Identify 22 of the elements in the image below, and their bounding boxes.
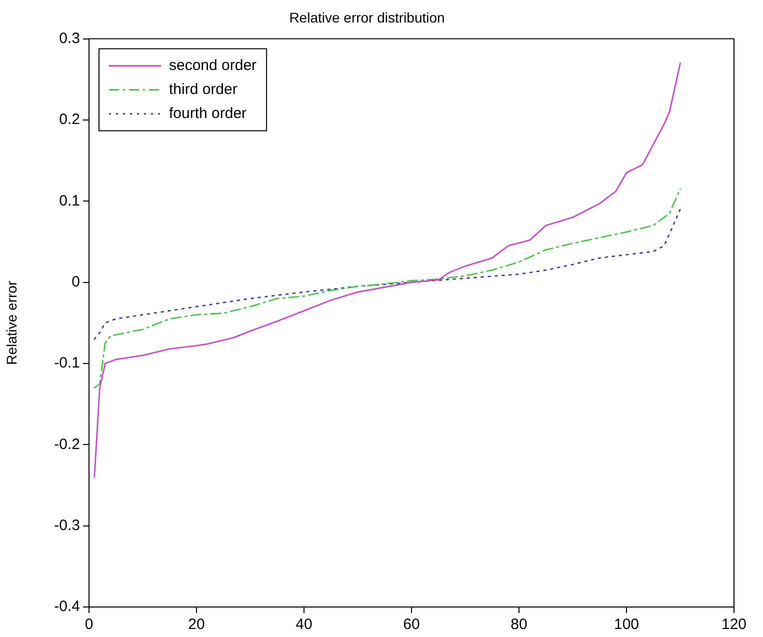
legend-label: third order	[169, 80, 238, 98]
y-tick-label: 0.3	[59, 30, 80, 47]
chart-title: Relative error distribution	[289, 9, 445, 26]
y-tick-label: 0.2	[59, 111, 80, 128]
x-tick-label: 60	[403, 616, 420, 634]
y-tick-label: -0.4	[54, 598, 80, 616]
y-tick-label: 0	[72, 273, 80, 290]
y-axis-title: Relative error	[3, 280, 20, 365]
x-tick-label: 100	[614, 616, 640, 634]
y-tick-label: -0.2	[54, 436, 80, 453]
line-series	[94, 208, 681, 340]
x-tick-label: 120	[721, 616, 747, 634]
x-tick-label: 0	[84, 616, 94, 634]
legend-label: fourth order	[169, 104, 247, 122]
x-tick-label: 40	[296, 616, 312, 634]
y-tick-label: -0.3	[54, 516, 80, 534]
line-series	[94, 188, 681, 388]
x-tick-label: 20	[188, 616, 205, 634]
y-tick-label: 0.1	[59, 192, 80, 210]
legend-label: second order	[169, 56, 257, 74]
x-tick-label: 80	[510, 616, 528, 634]
y-tick-label: -0.1	[54, 354, 80, 372]
